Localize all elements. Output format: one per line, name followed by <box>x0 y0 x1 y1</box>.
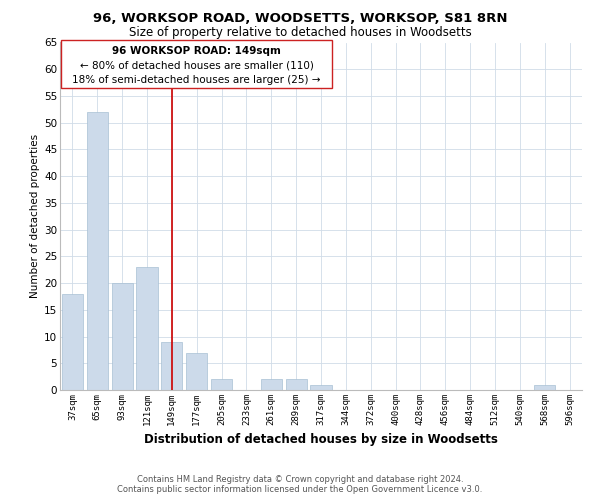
Bar <box>286 380 307 390</box>
Text: 96, WORKSOP ROAD, WOODSETTS, WORKSOP, S81 8RN: 96, WORKSOP ROAD, WOODSETTS, WORKSOP, S8… <box>93 12 507 26</box>
Text: Size of property relative to detached houses in Woodsetts: Size of property relative to detached ho… <box>128 26 472 39</box>
Text: 18% of semi-detached houses are larger (25) →: 18% of semi-detached houses are larger (… <box>73 75 321 85</box>
Bar <box>87 112 108 390</box>
X-axis label: Distribution of detached houses by size in Woodsetts: Distribution of detached houses by size … <box>144 434 498 446</box>
Bar <box>534 384 555 390</box>
Text: 96 WORKSOP ROAD: 149sqm: 96 WORKSOP ROAD: 149sqm <box>112 46 281 56</box>
Bar <box>261 380 282 390</box>
Bar <box>136 267 158 390</box>
Bar <box>211 380 232 390</box>
Bar <box>112 283 133 390</box>
Text: ← 80% of detached houses are smaller (110): ← 80% of detached houses are smaller (11… <box>80 61 314 71</box>
Bar <box>161 342 182 390</box>
Y-axis label: Number of detached properties: Number of detached properties <box>30 134 40 298</box>
Text: Contains HM Land Registry data © Crown copyright and database right 2024.
Contai: Contains HM Land Registry data © Crown c… <box>118 474 482 494</box>
FancyBboxPatch shape <box>61 40 332 88</box>
Bar <box>62 294 83 390</box>
Bar <box>310 384 332 390</box>
Bar <box>186 352 207 390</box>
